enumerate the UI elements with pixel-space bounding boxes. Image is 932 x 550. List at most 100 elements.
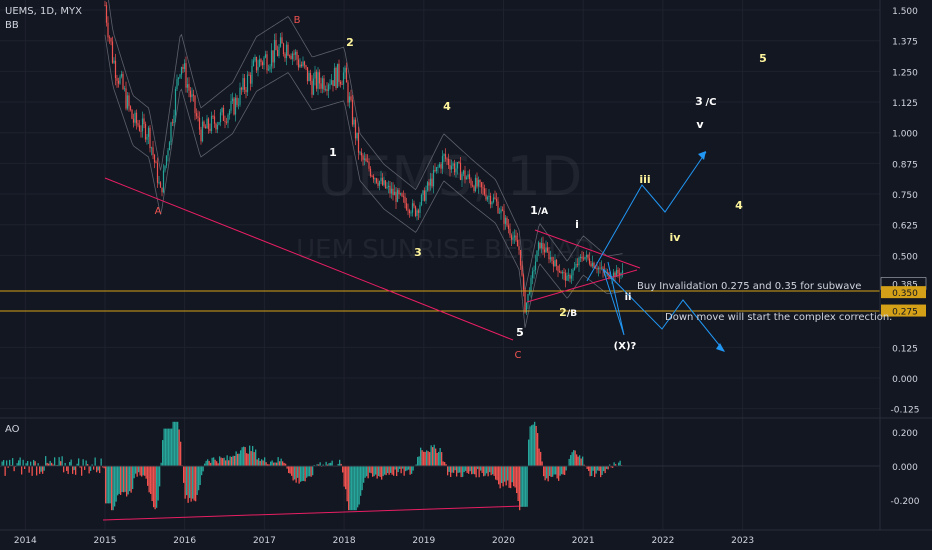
ao-bar (25, 463, 27, 466)
ao-bar (525, 466, 527, 507)
candle-body (579, 257, 582, 259)
bb-upper (108, 0, 623, 291)
ao-bar (430, 445, 432, 466)
candle-body (114, 60, 117, 79)
ao-bar (267, 464, 269, 466)
ao-bar (306, 466, 308, 478)
ao-bar (427, 451, 429, 466)
ao-bar (271, 460, 273, 466)
ao-bar (27, 461, 29, 466)
candle-body (225, 121, 228, 123)
candle-body (491, 202, 493, 205)
ao-bar (219, 456, 221, 466)
candle-body (323, 78, 325, 90)
time-tick: 2016 (173, 536, 196, 546)
ao-bar (342, 466, 344, 473)
ao-bar (466, 466, 468, 473)
candle-body (137, 123, 139, 126)
ao-bar (303, 466, 305, 481)
ao-bar (477, 466, 479, 470)
indicator-label-bb[interactable]: BB (5, 20, 19, 31)
ao-bar (187, 466, 189, 503)
candle-body (215, 123, 217, 130)
wave-label: /B (567, 309, 577, 319)
candle-body (554, 259, 556, 267)
ao-bar (543, 466, 545, 477)
candle-body (252, 60, 255, 66)
candle-body (479, 179, 481, 183)
candle-body (291, 53, 294, 60)
ao-bar (48, 463, 50, 466)
ao-bar (105, 466, 107, 504)
ao-bar (174, 421, 176, 466)
candle-body (416, 210, 418, 216)
ao-bar (562, 466, 564, 475)
candle-body (536, 250, 538, 262)
candle-body (507, 225, 510, 229)
candle-body (206, 118, 208, 129)
ao-bar (292, 466, 294, 481)
ao-bar (147, 466, 149, 486)
candle-body (197, 116, 199, 118)
candle-body (375, 178, 378, 183)
wave-label: C (515, 350, 522, 361)
ao-bar (93, 466, 95, 470)
candle-body (125, 88, 127, 109)
ao-bar (393, 466, 395, 476)
candle-body (132, 118, 135, 123)
candle-body (377, 182, 379, 186)
ao-bar (3, 460, 5, 466)
candle-body (395, 191, 397, 202)
wave-label: 2 (559, 306, 567, 319)
candle-body (122, 73, 124, 89)
candle-body (380, 177, 382, 182)
ao-axis[interactable]: 0.200 0.000 -0.200 (890, 429, 919, 507)
ao-bar (154, 466, 156, 510)
ao-bar (400, 466, 402, 474)
ao-bar (76, 463, 78, 466)
ao-bar (351, 466, 353, 511)
candle-body (384, 180, 387, 189)
ao-bar (229, 456, 231, 466)
ao-bar (36, 466, 38, 476)
ao-bar (253, 452, 255, 466)
candle-body (333, 67, 336, 87)
ao-bar (163, 428, 165, 466)
candle-body (165, 155, 168, 166)
candle-body (431, 178, 433, 187)
candle-body (272, 50, 274, 63)
ao-bar (403, 466, 405, 476)
ao-bar (231, 456, 233, 466)
ao-bar (6, 460, 8, 466)
ao-bar (291, 466, 293, 476)
candle-body (587, 254, 589, 259)
ao-bar (360, 466, 362, 496)
ao-bar (270, 461, 272, 466)
candle-body (332, 80, 334, 87)
price-tick: 1.000 (892, 130, 918, 140)
ao-bar (310, 466, 312, 477)
ao-bar (169, 428, 171, 466)
ao-bar (175, 421, 177, 466)
ao-bar (246, 453, 248, 466)
ao-bar (213, 457, 215, 466)
time-axis[interactable]: 2014 2015 2016 2017 2018 2019 2020 2021 2022 2023 (14, 536, 754, 546)
ao-bar (343, 466, 345, 487)
price-tick: 1.500 (892, 7, 918, 17)
candle-body (503, 210, 505, 224)
indicator-label-ao[interactable]: AO (5, 424, 20, 435)
candle-body (372, 176, 375, 180)
ao-bar (168, 428, 170, 466)
candle-body (104, 5, 106, 6)
bollinger-bands (104, 0, 623, 328)
candle-body (383, 180, 385, 185)
candle-body (374, 178, 376, 180)
ao-bar (426, 450, 428, 466)
candle-body (200, 129, 202, 142)
ao-bar (472, 466, 474, 474)
candle-body (123, 88, 126, 90)
price-axis[interactable]: 1.500 1.375 1.250 1.125 1.000 0.875 0.750 0.625… (880, 7, 927, 416)
candle-body (143, 118, 145, 125)
awesome-oscillator (0, 421, 623, 511)
